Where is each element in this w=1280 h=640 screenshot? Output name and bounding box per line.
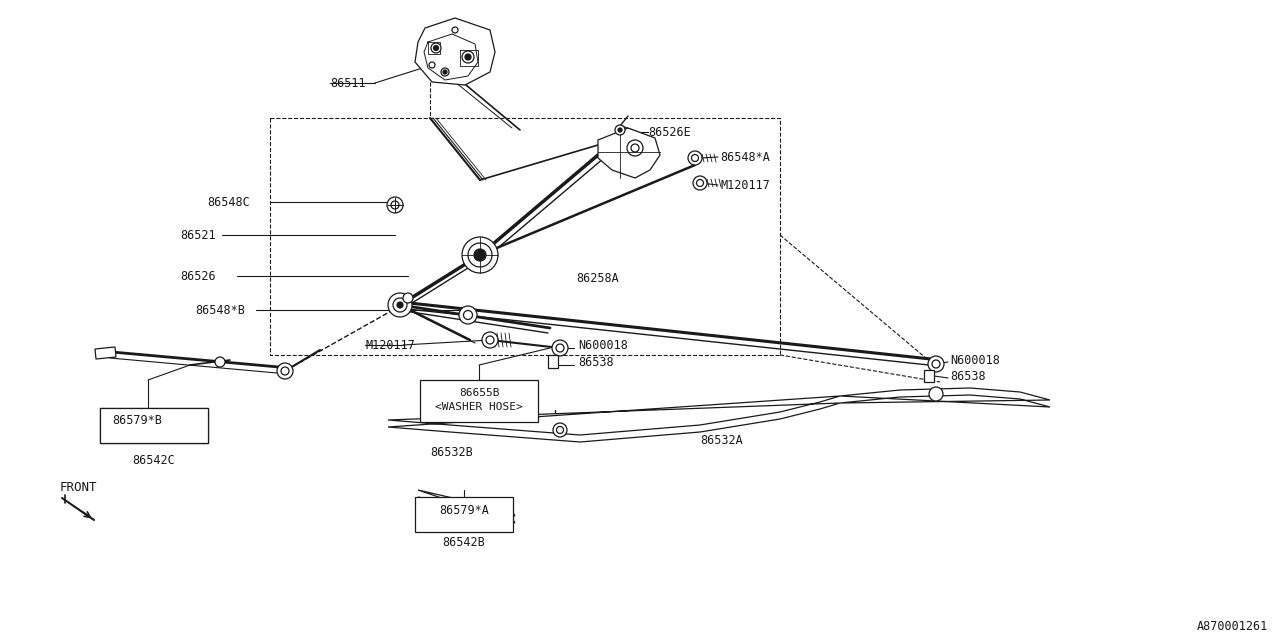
Text: 86526E: 86526E: [648, 125, 691, 138]
Circle shape: [468, 243, 492, 267]
Circle shape: [627, 140, 643, 156]
Polygon shape: [388, 396, 840, 442]
Circle shape: [553, 423, 567, 437]
Circle shape: [429, 62, 435, 68]
Text: 86511: 86511: [330, 77, 366, 90]
Polygon shape: [598, 128, 660, 178]
Text: 86655B: 86655B: [458, 388, 499, 398]
Polygon shape: [924, 370, 934, 382]
Circle shape: [215, 357, 225, 367]
Circle shape: [390, 201, 399, 209]
Circle shape: [552, 340, 568, 356]
Text: 86548C: 86548C: [207, 195, 250, 209]
Circle shape: [388, 293, 412, 317]
Circle shape: [465, 54, 471, 60]
Text: 86258A: 86258A: [576, 271, 618, 285]
Circle shape: [387, 197, 403, 213]
Circle shape: [483, 332, 498, 348]
Text: 86579*A: 86579*A: [439, 504, 489, 516]
Text: 86542C: 86542C: [133, 454, 175, 467]
Text: 86521: 86521: [180, 228, 215, 241]
Circle shape: [462, 237, 498, 273]
Circle shape: [474, 249, 486, 261]
Text: <WASHER HOSE>: <WASHER HOSE>: [435, 402, 522, 412]
Circle shape: [282, 367, 289, 375]
Circle shape: [460, 306, 477, 324]
Circle shape: [689, 151, 701, 165]
Circle shape: [557, 426, 563, 433]
Circle shape: [397, 302, 403, 308]
Text: 86538: 86538: [950, 369, 986, 383]
Text: M120117: M120117: [721, 179, 769, 191]
Polygon shape: [548, 355, 558, 368]
Polygon shape: [419, 490, 515, 523]
Circle shape: [276, 363, 293, 379]
Circle shape: [691, 154, 699, 161]
Circle shape: [431, 43, 442, 53]
Circle shape: [434, 45, 439, 51]
Circle shape: [403, 293, 413, 303]
Bar: [415, 497, 513, 532]
Circle shape: [614, 125, 625, 135]
Circle shape: [452, 27, 458, 33]
Text: 86548*B: 86548*B: [195, 303, 244, 317]
Text: 86538: 86538: [579, 355, 613, 369]
Circle shape: [486, 336, 494, 344]
Text: M120117: M120117: [365, 339, 415, 351]
Circle shape: [443, 70, 447, 74]
Circle shape: [442, 68, 449, 76]
Bar: [100, 408, 209, 443]
Text: A870001261: A870001261: [1197, 620, 1268, 632]
Polygon shape: [415, 18, 495, 85]
Text: N600018: N600018: [579, 339, 628, 351]
Circle shape: [393, 298, 407, 312]
Circle shape: [631, 144, 639, 152]
Text: 86548*A: 86548*A: [721, 150, 769, 163]
Text: FRONT: FRONT: [60, 481, 97, 494]
Circle shape: [696, 179, 704, 186]
Circle shape: [463, 310, 472, 319]
Circle shape: [928, 356, 945, 372]
Text: 86542B: 86542B: [443, 536, 485, 548]
Bar: [100, 408, 209, 443]
Text: 86532B: 86532B: [430, 445, 472, 458]
Bar: [420, 380, 538, 422]
Text: N600018: N600018: [950, 353, 1000, 367]
Circle shape: [462, 51, 474, 63]
Polygon shape: [840, 388, 1050, 407]
Circle shape: [556, 344, 564, 352]
Circle shape: [932, 360, 940, 368]
Text: 86526: 86526: [180, 269, 215, 282]
Text: 86579*B: 86579*B: [113, 413, 161, 426]
Polygon shape: [95, 347, 116, 359]
Circle shape: [618, 128, 622, 132]
Circle shape: [692, 176, 707, 190]
Circle shape: [929, 387, 943, 401]
Text: 86532A: 86532A: [700, 433, 742, 447]
